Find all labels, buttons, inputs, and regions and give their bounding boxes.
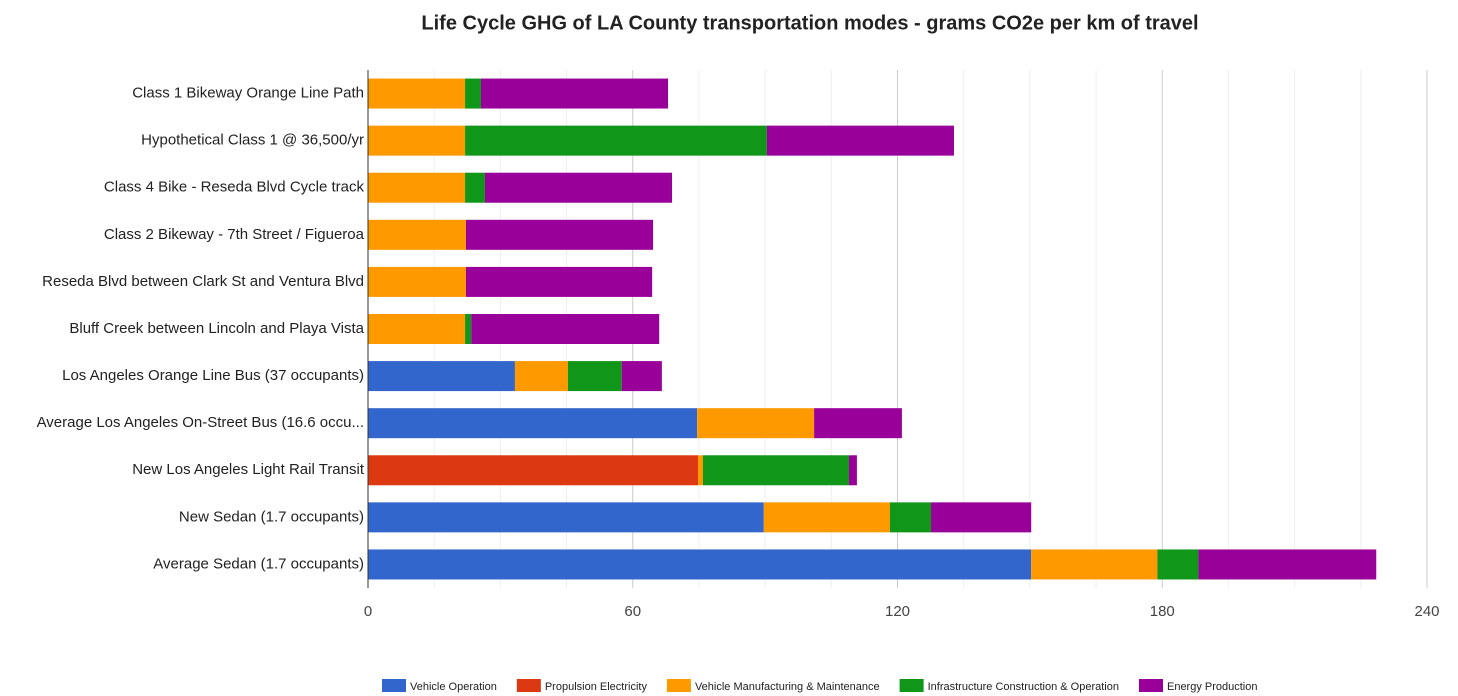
y-tick-label: New Sedan (1.7 occupants): [179, 508, 364, 525]
bar-segment: [368, 78, 466, 109]
bar-segment: [1198, 549, 1377, 580]
y-tick-label: Average Sedan (1.7 occupants): [153, 555, 364, 572]
bar-segment: [368, 502, 764, 533]
chart-title: Life Cycle GHG of LA County transportati…: [421, 12, 1198, 34]
bar-segment: [698, 455, 703, 486]
bar-segment: [766, 125, 954, 156]
bar-segment: [465, 266, 653, 297]
legend-swatch: [899, 679, 924, 692]
x-tick-label: 60: [624, 603, 641, 620]
x-tick-label: 240: [1414, 603, 1439, 620]
y-tick-label: Class 1 Bikeway Orange Line Path: [132, 85, 364, 102]
bar-segment: [889, 502, 932, 533]
legend-swatch: [1138, 679, 1163, 692]
bar-segment: [471, 314, 660, 344]
y-tick-label: Class 4 Bike - Reseda Blvd Cycle track: [104, 179, 365, 196]
bar-segment: [368, 172, 466, 203]
bar-segment: [368, 408, 698, 439]
bar-segment: [368, 266, 466, 297]
legend-swatch: [382, 679, 406, 692]
bar-segment: [368, 219, 466, 250]
y-tick-label: Reseda Blvd between Clark St and Ventura…: [42, 273, 364, 290]
bar-segment: [465, 314, 472, 344]
bar-segment: [931, 502, 1032, 533]
legend-swatch: [666, 679, 691, 692]
bar-segment: [368, 361, 515, 392]
legend-label: Propulsion Electricity: [545, 681, 648, 693]
bar-segment: [368, 125, 466, 156]
bar-segment: [465, 78, 481, 109]
x-tick-label: 0: [364, 603, 372, 620]
legend-label: Vehicle Manufacturing & Maintenance: [695, 681, 880, 693]
bar-segment: [1031, 549, 1158, 580]
y-tick-label: Hypothetical Class 1 @ 36,500/yr: [141, 132, 364, 149]
y-tick-label: Class 2 Bikeway - 7th Street / Figueroa: [104, 226, 365, 243]
legend-label: Energy Production: [1167, 681, 1258, 693]
bar-segment: [814, 408, 902, 439]
bar-segment: [763, 502, 890, 533]
y-tick-label: New Los Angeles Light Rail Transit: [132, 461, 365, 478]
legend-label: Infrastructure Construction & Operation: [928, 681, 1119, 693]
bar-segment: [567, 361, 622, 392]
x-tick-label: 120: [885, 603, 910, 620]
y-tick-label: Average Los Angeles On-Street Bus (16.6 …: [37, 414, 364, 431]
bar-segment: [368, 455, 699, 486]
bar-segment: [697, 408, 815, 439]
legend-swatch: [516, 679, 541, 692]
x-tick-label: 180: [1150, 603, 1175, 620]
bar-segment: [702, 455, 849, 486]
legend-label: Vehicle Operation: [410, 681, 497, 693]
bar-segment: [848, 455, 857, 486]
bar-segment: [465, 219, 654, 250]
bar-segment: [368, 549, 1032, 580]
y-tick-label: Los Angeles Orange Line Bus (37 occupant…: [62, 367, 364, 384]
bar-segment: [621, 361, 662, 392]
bar-segment: [514, 361, 568, 392]
bar-segment: [484, 172, 673, 203]
bar-segment: [480, 78, 669, 109]
bar-segment: [465, 172, 485, 203]
bar-segment: [465, 125, 767, 156]
bar-segment: [368, 314, 466, 344]
y-tick-label: Bluff Creek between Lincoln and Playa Vi…: [69, 320, 364, 337]
bar-segment: [1157, 549, 1199, 580]
